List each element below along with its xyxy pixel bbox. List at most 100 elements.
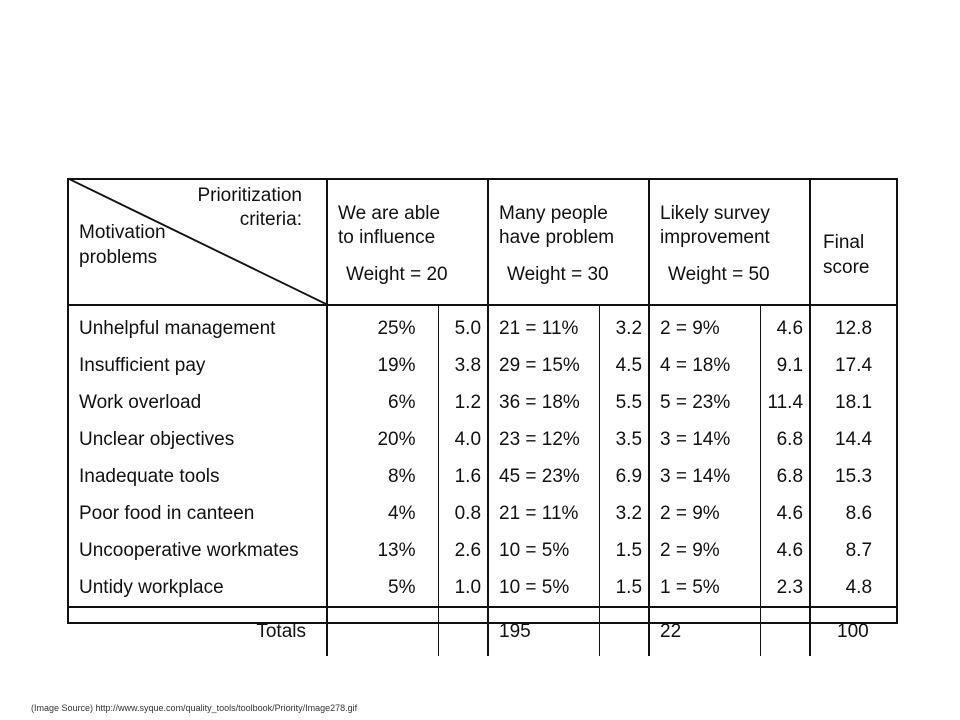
- survey-count-cell: 2 = 9%: [649, 532, 761, 569]
- influence-weight: Weight = 20: [346, 263, 448, 285]
- survey-column-header: Likely survey improvement Weight = 50: [649, 178, 812, 306]
- final-score-cell: 14.4: [835, 428, 873, 450]
- influence-column-header: We are able to influence Weight = 20: [327, 178, 490, 306]
- problems-label-line2: problems: [79, 247, 158, 268]
- survey-count-cell: 4 = 18%: [649, 347, 761, 384]
- totals-people: 195: [488, 606, 600, 656]
- image-source-caption: (Image Source) http://www.syque.com/qual…: [31, 703, 358, 713]
- influence-pct-cell: 6%: [327, 384, 439, 421]
- people-weighted-cell: 5.5: [599, 384, 651, 421]
- survey-count-cell: 5 = 23%: [649, 384, 761, 421]
- problem-cell: Untidy workplace: [67, 569, 328, 607]
- people-weighted-cell: 3.2: [599, 305, 651, 347]
- survey-weighted-cell: 4.6: [760, 532, 812, 569]
- survey-header-line1: Likely survey: [660, 202, 770, 224]
- survey-weighted-cell: 2.3: [760, 569, 812, 607]
- survey-weighted-cell: 4.6: [760, 305, 812, 347]
- table-row: Unhelpful management 25% 5.0 21 = 11% 3.2 2 =…: [67, 305, 896, 347]
- final-score-cell: 4.8: [845, 576, 873, 598]
- people-count-cell: 10 = 5%: [488, 532, 600, 569]
- influence-weighted-cell: 4.0: [438, 421, 490, 458]
- influence-header-line2: to influence: [338, 226, 436, 248]
- survey-weighted-cell: 11.4: [760, 384, 812, 421]
- totals-label: Totals: [67, 606, 328, 656]
- problem-cell: Unclear objectives: [67, 421, 328, 458]
- final-score-header: Final score: [810, 178, 897, 306]
- table-row: Work overload 6% 1.2 36 = 18% 5.5 5 = 23% 11.4…: [67, 384, 896, 421]
- people-weighted-cell: 1.5: [599, 532, 651, 569]
- prioritization-table: Prioritization criteria: Motivation prob…: [67, 178, 897, 656]
- influence-weighted-cell: 3.8: [438, 347, 490, 384]
- people-header-line1: Many people: [499, 202, 608, 224]
- influence-weighted-cell: 2.6: [438, 532, 490, 569]
- influence-pct-cell: 20%: [327, 421, 439, 458]
- criteria-label-line1: Prioritization: [197, 185, 302, 206]
- influence-weighted-cell: 1.2: [438, 384, 490, 421]
- survey-weighted-cell: 6.8: [760, 421, 812, 458]
- influence-header-line1: We are able: [338, 202, 441, 224]
- influence-weighted-cell: 5.0: [438, 305, 490, 347]
- final-score-cell: 15.3: [835, 465, 873, 487]
- people-weighted-cell: 3.2: [599, 495, 651, 532]
- people-count-cell: 36 = 18%: [488, 384, 600, 421]
- final-header-line2: score: [823, 257, 870, 278]
- table-row: Untidy workplace 5% 1.0 10 = 5% 1.5 1 = 5% 2.3…: [67, 569, 896, 607]
- people-weighted-cell: 6.9: [599, 458, 651, 495]
- people-weight: Weight = 30: [507, 263, 609, 285]
- influence-weighted-cell: 0.8: [438, 495, 490, 532]
- influence-weighted-cell: 1.6: [438, 458, 490, 495]
- survey-header-line2: improvement: [660, 226, 770, 248]
- problem-cell: Inadequate tools: [67, 458, 328, 495]
- problem-cell: Unhelpful management: [67, 305, 328, 347]
- influence-pct-cell: 25%: [327, 305, 439, 347]
- people-count-cell: 45 = 23%: [488, 458, 600, 495]
- table-row: Unclear objectives 20% 4.0 23 = 12% 3.5 3 = 1…: [67, 421, 896, 458]
- influence-pct-cell: 13%: [327, 532, 439, 569]
- diagonal-divider: [67, 178, 326, 304]
- final-header-line1: Final: [823, 232, 865, 253]
- survey-count-cell: 1 = 5%: [649, 569, 761, 607]
- survey-count-cell: 2 = 9%: [649, 305, 761, 347]
- final-score-cell: 12.8: [835, 317, 873, 339]
- survey-weighted-cell: 4.6: [760, 495, 812, 532]
- influence-pct-cell: 4%: [327, 495, 439, 532]
- totals-survey-weighted: [760, 606, 812, 656]
- final-score-cell: 8.7: [845, 539, 873, 561]
- people-count-cell: 10 = 5%: [488, 569, 600, 607]
- header-row: Prioritization criteria: Motivation prob…: [67, 178, 897, 306]
- people-count-cell: 29 = 15%: [488, 347, 600, 384]
- people-header-line2: have problem: [499, 226, 615, 248]
- influence-pct-cell: 19%: [327, 347, 439, 384]
- totals-row: Totals 195 22 100: [67, 606, 897, 656]
- survey-weighted-cell: 6.8: [760, 458, 812, 495]
- people-weighted-cell: 3.5: [599, 421, 651, 458]
- totals-survey: 22: [649, 606, 761, 656]
- influence-pct-cell: 5%: [327, 569, 439, 607]
- survey-weight: Weight = 50: [668, 263, 770, 285]
- survey-count-cell: 3 = 14%: [649, 458, 761, 495]
- totals-influence-weighted: [438, 606, 490, 656]
- table-row: Insufficient pay 19% 3.8 29 = 15% 4.5 4 = 18%…: [67, 347, 896, 384]
- people-column-header: Many people have problem Weight = 30: [488, 178, 651, 306]
- problem-cell: Insufficient pay: [67, 347, 328, 384]
- influence-pct-cell: 8%: [327, 458, 439, 495]
- corner-header-cell: Prioritization criteria: Motivation prob…: [67, 178, 328, 306]
- influence-weighted-cell: 1.0: [438, 569, 490, 607]
- table-row: Uncooperative workmates 13% 2.6 10 = 5% 1.5 2…: [67, 532, 896, 569]
- table-row: Inadequate tools 8% 1.6 45 = 23% 6.9 3 = 14% 6…: [67, 458, 896, 495]
- final-score-cell: 8.6: [845, 502, 873, 524]
- problem-cell: Work overload: [67, 384, 328, 421]
- problem-cell: Poor food in canteen: [67, 495, 328, 532]
- criteria-label: Prioritization criteria:: [197, 184, 302, 232]
- problems-label-line1: Motivation: [79, 222, 166, 243]
- totals-people-weighted: [599, 606, 651, 656]
- survey-count-cell: 2 = 9%: [649, 495, 761, 532]
- totals-influence-pct: [327, 606, 439, 656]
- final-score-cell: 18.1: [835, 391, 873, 413]
- people-weighted-cell: 1.5: [599, 569, 651, 607]
- table-row: Poor food in canteen 4% 0.8 21 = 11% 3.2 2 = …: [67, 495, 896, 532]
- people-count-cell: 21 = 11%: [488, 495, 600, 532]
- criteria-label-line2: criteria:: [239, 209, 302, 230]
- problems-label: Motivation problems: [79, 220, 166, 270]
